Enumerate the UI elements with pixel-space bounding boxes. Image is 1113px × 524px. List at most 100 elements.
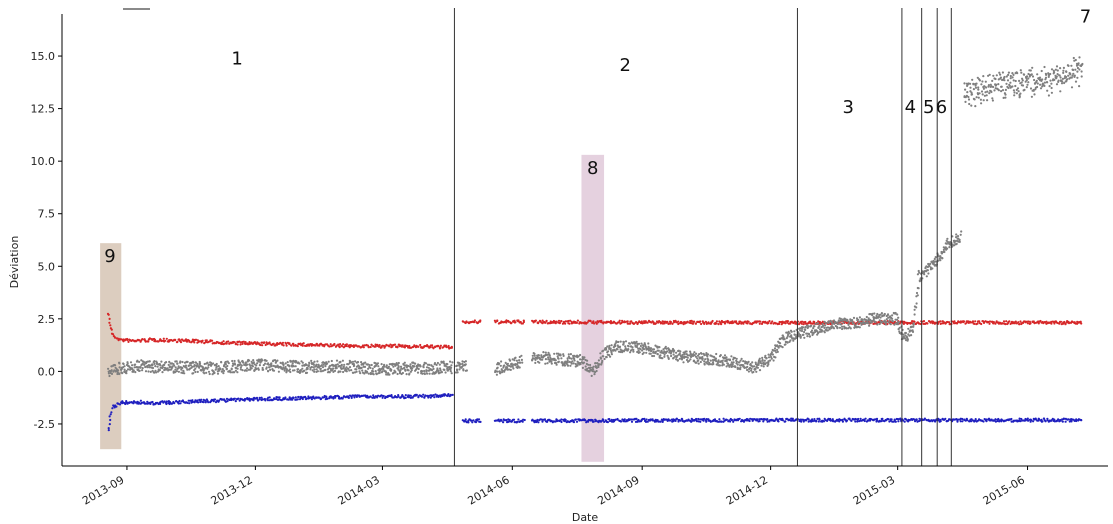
data-point	[836, 323, 840, 326]
data-point	[436, 367, 439, 370]
data-point	[1076, 66, 1079, 70]
data-point	[561, 361, 564, 364]
data-point	[781, 419, 785, 422]
data-point	[562, 320, 566, 323]
data-point	[118, 372, 121, 375]
data-point	[876, 312, 879, 316]
data-point	[423, 369, 426, 373]
data-point	[449, 370, 452, 373]
data-point	[472, 419, 475, 422]
data-point	[870, 319, 873, 322]
data-point	[473, 319, 476, 322]
data-point	[261, 366, 264, 370]
data-point	[1023, 88, 1026, 91]
data-point	[941, 257, 944, 260]
data-point	[579, 358, 582, 361]
data-point	[587, 363, 590, 366]
data-point	[375, 373, 378, 376]
data-point	[315, 342, 318, 345]
data-point	[335, 367, 338, 370]
data-point	[262, 341, 265, 345]
data-point	[230, 368, 233, 371]
data-point	[342, 343, 345, 346]
data-point	[720, 420, 723, 423]
data-point	[697, 417, 700, 421]
data-point	[165, 361, 168, 364]
data-point	[676, 359, 679, 362]
data-point	[867, 419, 870, 422]
data-point	[861, 319, 864, 322]
data-point	[464, 363, 467, 366]
data-point	[558, 321, 561, 324]
data-point	[804, 328, 807, 331]
data-point	[206, 361, 209, 364]
data-point	[504, 361, 507, 364]
data-point	[541, 322, 544, 325]
data-point	[241, 369, 244, 372]
data-point	[115, 405, 118, 408]
data-point	[506, 364, 510, 367]
data-point	[933, 257, 936, 261]
data-point	[179, 360, 182, 363]
data-point	[1029, 87, 1033, 90]
data-point	[774, 322, 778, 325]
data-point	[573, 359, 576, 362]
data-point	[186, 360, 189, 363]
data-point	[136, 402, 139, 405]
data-point	[802, 418, 805, 421]
data-point	[176, 340, 179, 343]
data-point	[301, 364, 304, 367]
data-point	[810, 329, 814, 332]
data-point	[635, 321, 638, 324]
data-point	[177, 370, 180, 373]
data-point	[619, 340, 622, 343]
data-point	[338, 346, 341, 349]
data-point	[1071, 74, 1074, 77]
data-point	[438, 347, 442, 350]
data-point	[378, 344, 381, 347]
data-point	[803, 330, 806, 334]
data-point	[1036, 85, 1039, 89]
data-point	[610, 351, 613, 354]
data-point	[685, 358, 689, 362]
data-point	[123, 368, 126, 371]
data-point	[980, 102, 983, 105]
data-point	[1066, 78, 1069, 81]
data-point	[636, 343, 639, 346]
data-point	[976, 322, 979, 325]
data-point	[446, 363, 449, 366]
data-point	[841, 327, 844, 331]
data-point	[943, 250, 946, 254]
data-point	[619, 420, 623, 423]
data-point	[749, 417, 752, 420]
data-point	[614, 344, 617, 348]
data-point	[281, 361, 284, 364]
data-point	[284, 396, 287, 399]
series-0-segment-3	[531, 319, 1083, 326]
data-point	[440, 371, 443, 374]
data-point	[772, 359, 775, 362]
data-point	[345, 343, 348, 346]
data-point	[1048, 420, 1051, 423]
data-point	[694, 355, 698, 358]
data-point	[347, 396, 350, 399]
data-point	[974, 418, 977, 421]
data-point	[1072, 56, 1075, 60]
data-point	[841, 420, 845, 423]
data-point	[954, 240, 957, 243]
data-point	[107, 313, 110, 316]
data-point	[374, 345, 377, 348]
data-point	[1080, 322, 1083, 325]
data-point	[939, 420, 942, 423]
data-point	[282, 344, 285, 347]
data-point	[340, 364, 343, 367]
data-point	[316, 360, 319, 363]
data-point	[425, 366, 429, 369]
data-point	[651, 418, 654, 421]
data-point	[695, 420, 699, 423]
data-point	[852, 322, 855, 325]
data-point	[675, 358, 678, 361]
data-point	[255, 364, 258, 367]
data-point	[1080, 75, 1083, 78]
data-point	[251, 365, 255, 368]
